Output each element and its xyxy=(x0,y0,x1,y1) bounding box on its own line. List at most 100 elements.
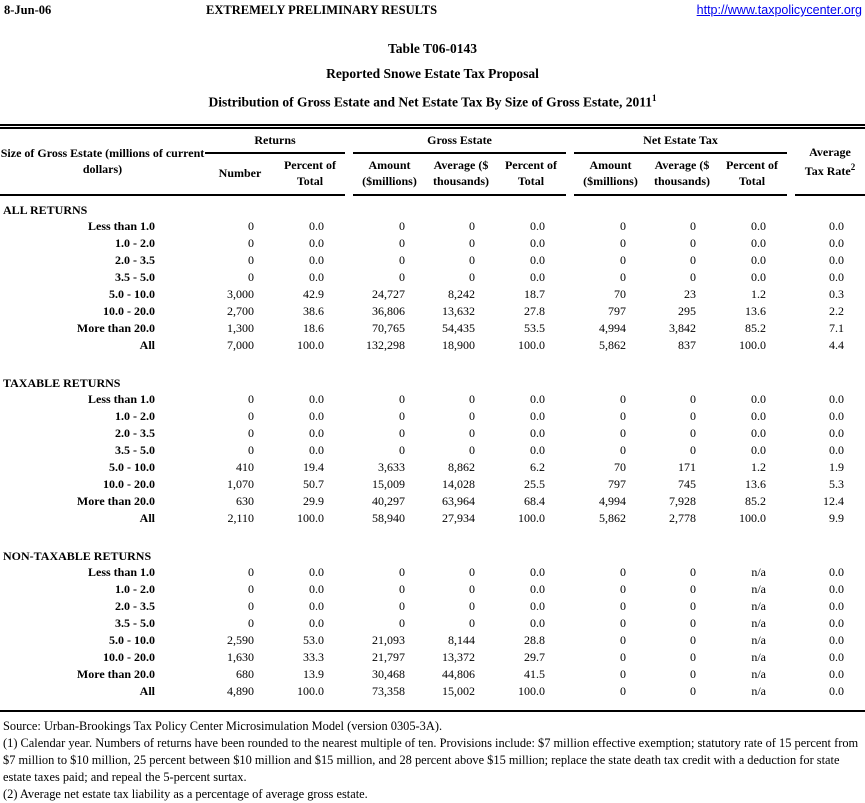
cell-value: n/a xyxy=(751,616,766,630)
cell-value: 4,890 xyxy=(227,684,254,698)
column-gap xyxy=(787,303,795,320)
table-row: More than 20.0 1,300 18.6 70,765 54,435 53.5 4… xyxy=(0,320,865,337)
cell-value: 0.0 xyxy=(309,392,324,406)
column-gap xyxy=(566,615,574,632)
cell-value: 13.6 xyxy=(745,304,766,318)
cell-value: 100.0 xyxy=(297,338,324,352)
row-label: 3.5 - 5.0 xyxy=(115,270,155,284)
cell-value: 0 xyxy=(399,582,405,596)
status-text: EXTREMELY PRELIMINARY RESULTS xyxy=(206,3,438,17)
column-gap xyxy=(566,391,574,408)
cell-value: 0 xyxy=(690,270,696,284)
cell-value: 0.0 xyxy=(530,565,545,579)
table-row: 3.5 - 5.0 0 0.0 0 0 0.0 0 0 0.0 0.0 xyxy=(0,269,865,286)
footnote-1: (1) Calendar year. Numbers of returns ha… xyxy=(3,736,859,784)
proposal-title: Reported Snowe Estate Tax Proposal xyxy=(326,66,539,81)
cell-value: 0.0 xyxy=(309,616,324,630)
cell-value: 0.0 xyxy=(309,270,324,284)
cell-value: 0 xyxy=(690,253,696,267)
cell-value: 0 xyxy=(469,253,475,267)
col-returns-pct: Percent of Total xyxy=(275,153,345,196)
cell-value: 85.2 xyxy=(745,494,766,508)
cell-value: 0.0 xyxy=(829,582,844,596)
table-row: All 4,890 100.0 73,358 15,002 100.0 0 0 n/a 0.0 xyxy=(0,683,865,700)
cell-value: 44,806 xyxy=(442,667,475,681)
cell-value: 0.0 xyxy=(530,270,545,284)
cell-value: 0 xyxy=(620,392,626,406)
column-gap xyxy=(566,581,574,598)
cell-value: 797 xyxy=(608,477,626,491)
cell-value: 0 xyxy=(620,582,626,596)
cell-value: 100.0 xyxy=(297,511,324,525)
cell-value: n/a xyxy=(751,582,766,596)
table-row: 3.5 - 5.0 0 0.0 0 0 0.0 0 0 0.0 0.0 xyxy=(0,442,865,459)
column-gap xyxy=(345,337,353,354)
col-ge-pct: Percent of Total xyxy=(496,153,566,196)
cell-value: 0 xyxy=(690,633,696,647)
table-row: 2.0 - 3.5 0 0.0 0 0 0.0 0 0 0.0 0.0 xyxy=(0,425,865,442)
cell-value: 0 xyxy=(469,426,475,440)
column-gap xyxy=(787,649,795,666)
rate-footnote-marker: 2 xyxy=(850,161,856,172)
cell-value: 0 xyxy=(620,565,626,579)
cell-value: 0 xyxy=(620,236,626,250)
row-label: 10.0 - 20.0 xyxy=(103,650,155,664)
cell-value: 15,002 xyxy=(442,684,475,698)
stub-header: Size of Gross Estate (millions of curren… xyxy=(0,126,205,196)
table-row: 10.0 - 20.0 1,630 33.3 21,797 13,372 29.7 0 0 n/… xyxy=(0,649,865,666)
table-row: 3.5 - 5.0 0 0.0 0 0 0.0 0 0 n/a 0.0 xyxy=(0,615,865,632)
cell-value: 1.2 xyxy=(751,287,766,301)
cell-value: 1.2 xyxy=(751,460,766,474)
cell-value: 680 xyxy=(236,667,254,681)
column-gap xyxy=(345,632,353,649)
cell-value: 0 xyxy=(620,650,626,664)
row-label: 1.0 - 2.0 xyxy=(115,409,155,423)
cell-value: 0.0 xyxy=(530,409,545,423)
cell-value: 0 xyxy=(399,392,405,406)
cell-value: 0 xyxy=(469,565,475,579)
column-gap xyxy=(566,269,574,286)
cell-value: 0 xyxy=(620,667,626,681)
cell-value: 0.0 xyxy=(751,426,766,440)
cell-value: 0.0 xyxy=(530,392,545,406)
cell-value: 7,928 xyxy=(669,494,696,508)
column-gap xyxy=(787,632,795,649)
column-gap xyxy=(787,683,795,700)
cell-value: 0 xyxy=(469,616,475,630)
cell-value: 0 xyxy=(469,599,475,613)
cell-value: 3,000 xyxy=(227,287,254,301)
cell-value: 630 xyxy=(236,494,254,508)
cell-value: 0 xyxy=(690,219,696,233)
table-header: Size of Gross Estate (millions of curren… xyxy=(0,126,865,196)
cell-value: 0 xyxy=(620,253,626,267)
cell-value: 0 xyxy=(248,443,254,457)
column-gap xyxy=(566,218,574,235)
column-gap xyxy=(787,493,795,510)
column-gap xyxy=(787,126,795,195)
cell-value: 0 xyxy=(469,270,475,284)
cell-value: 3,842 xyxy=(669,321,696,335)
table-row: 5.0 - 10.0 2,590 53.0 21,093 8,144 28.8 0 0 n/a 0… xyxy=(0,632,865,649)
col-ge-amount: Amount ($millions) xyxy=(353,153,426,196)
cell-value: 0 xyxy=(469,409,475,423)
cell-value: 4,994 xyxy=(599,321,626,335)
col-net-average: Average ($ thousands) xyxy=(647,153,717,196)
cell-value: 171 xyxy=(678,460,696,474)
table-row: 1.0 - 2.0 0 0.0 0 0 0.0 0 0 n/a 0.0 xyxy=(0,581,865,598)
column-gap xyxy=(566,425,574,442)
column-gap xyxy=(566,235,574,252)
section-header-row: ALL RETURNS xyxy=(0,195,865,218)
column-gap xyxy=(345,303,353,320)
table-row: Less than 1.0 0 0.0 0 0 0.0 0 0 0.0 0.0 xyxy=(0,218,865,235)
cell-value: 53.5 xyxy=(524,321,545,335)
row-label: All xyxy=(139,684,155,698)
cell-value: 0 xyxy=(248,270,254,284)
section-label: NON-TAXABLE RETURNS xyxy=(3,549,152,563)
taxpolicycenter-link[interactable]: http://www.taxpolicycenter.org xyxy=(696,3,862,17)
column-gap xyxy=(787,564,795,581)
cell-value: 0.0 xyxy=(829,426,844,440)
cell-value: 40,297 xyxy=(372,494,405,508)
cell-value: 2,778 xyxy=(669,511,696,525)
cell-value: 41.5 xyxy=(524,667,545,681)
row-label: Less than 1.0 xyxy=(87,392,155,406)
